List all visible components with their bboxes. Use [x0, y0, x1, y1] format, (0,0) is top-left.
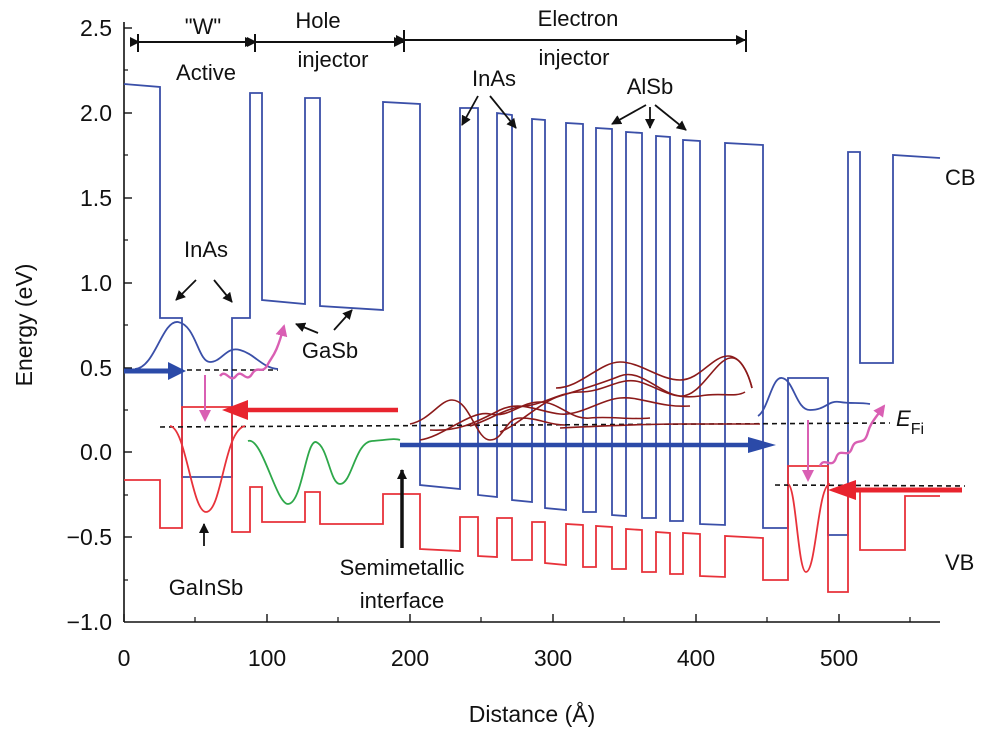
- hole-transport-arrow: [222, 400, 398, 420]
- region-label-w: "W": [185, 14, 221, 39]
- wavefunction-right-inas: [757, 377, 871, 417]
- wavefunction-inas-electron: [134, 321, 279, 370]
- label-semimetallic: Semimetallic: [340, 555, 465, 580]
- label-efi-main: E: [896, 406, 911, 431]
- wavefunction-gasb-holes: [247, 438, 401, 505]
- label-inas-left: InAs: [184, 237, 228, 262]
- wavefunction-electron-injector-group: [409, 355, 760, 441]
- electron-transport-arrow: [400, 437, 776, 453]
- region-brackets: [130, 30, 747, 52]
- region-label-electron-injector: injector: [539, 45, 610, 70]
- wavefunction-galnsb-hole: [169, 425, 246, 513]
- x-ticks: [123, 614, 911, 622]
- y-tick-label-neg-1-0: −1.0: [67, 609, 112, 635]
- label-alsb: AlSb: [627, 74, 673, 99]
- x-axis-title: Distance (Å): [469, 700, 596, 727]
- y-ticks: [124, 27, 132, 581]
- label-efi-sub: Fi: [911, 421, 924, 438]
- y-tick-label-0-5: 0.5: [80, 355, 112, 381]
- label-galnsb: GaInSb: [169, 575, 244, 600]
- label-cb: CB: [945, 165, 976, 190]
- region-label-active: Active: [176, 60, 236, 85]
- x-tick-label-100: 100: [248, 645, 286, 671]
- y-tick-label-2-5: 2.5: [80, 15, 112, 41]
- x-tick-label-0: 0: [118, 645, 131, 671]
- valence-band-line: [124, 406, 940, 593]
- y-tick-label-1-5: 1.5: [80, 185, 112, 211]
- x-tick-label-200: 200: [391, 645, 429, 671]
- photon-right-icon: [818, 404, 886, 467]
- y-axis-title: Energy (eV): [11, 264, 37, 387]
- conduction-band-line: [123, 83, 941, 536]
- y-tick-label-2-0: 2.0: [80, 100, 112, 126]
- x-tick-label-400: 400: [677, 645, 715, 671]
- label-vb: VB: [945, 550, 974, 575]
- hole-in-arrow: [828, 480, 962, 500]
- y-tick-label-1-0: 1.0: [80, 270, 112, 296]
- electron-in-arrow: [124, 362, 186, 380]
- region-label-hole-injector: injector: [298, 47, 369, 72]
- label-inas-top: InAs: [472, 66, 516, 91]
- label-efi: EFi: [896, 406, 924, 438]
- label-gasb: GaSb: [302, 338, 358, 363]
- x-tick-label-300: 300: [534, 645, 572, 671]
- region-label-hole: Hole: [295, 8, 340, 33]
- y-tick-label-neg-0-5: −0.5: [67, 524, 112, 550]
- label-interface: interface: [360, 588, 444, 613]
- fermi-dashed-lines: [124, 369, 966, 487]
- x-tick-label-500: 500: [820, 645, 858, 671]
- region-label-electron: Electron: [538, 6, 619, 31]
- y-tick-label-0-0: 0.0: [80, 439, 112, 465]
- photon-left-icon: [219, 324, 288, 380]
- annotation-arrows: [175, 95, 687, 546]
- wavefunction-right-galnsb: [787, 483, 831, 573]
